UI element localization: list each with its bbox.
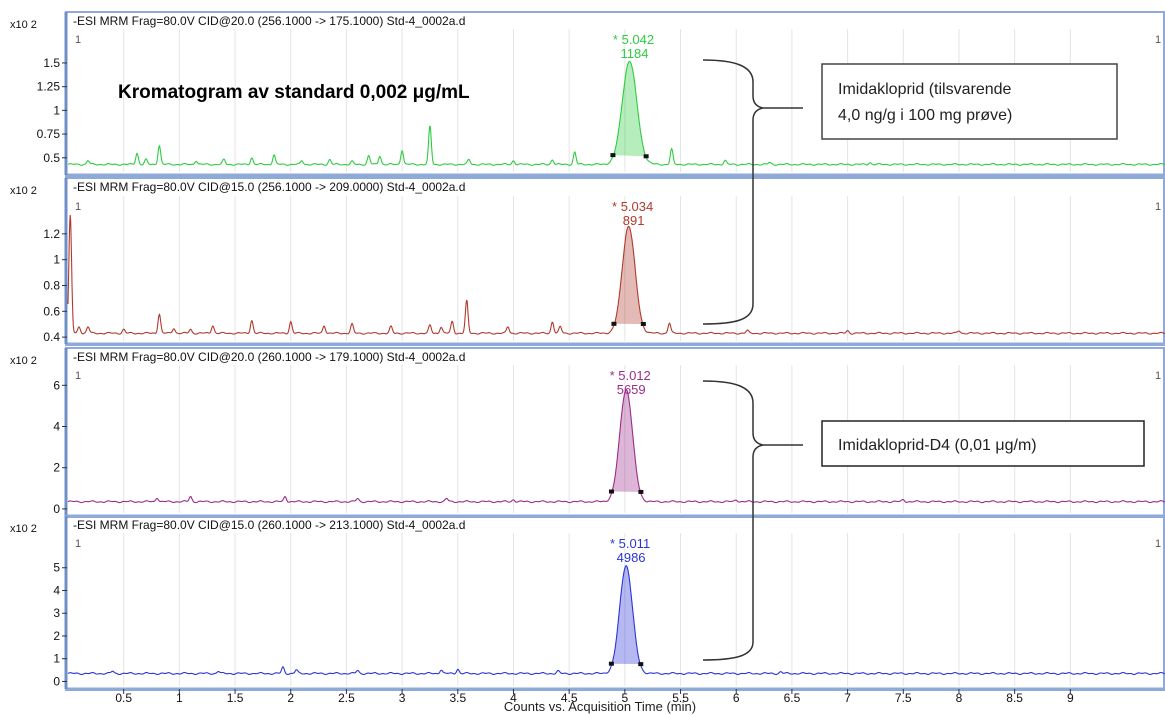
panel-3-peak-area-label: 5659 bbox=[617, 382, 646, 397]
panel-1-corner-right: 1 bbox=[1155, 34, 1161, 46]
panel-2-peak-area bbox=[614, 226, 643, 324]
x-tick-label: 4 bbox=[510, 691, 517, 705]
panel-3-corner-right: 1 bbox=[1155, 370, 1161, 382]
panel-2-peak-area-label: 891 bbox=[623, 213, 645, 228]
imidakloprid-d4-label: Imidakloprid-D4 (0,01 μg/m) bbox=[838, 437, 1037, 454]
x-tick-label: 8.5 bbox=[1006, 691, 1023, 705]
y-tick-label: 0 bbox=[53, 502, 60, 516]
panel-3-peak-area bbox=[612, 389, 641, 492]
chromatogram-panels: -ESI MRM Frag=80.0V CID@20.0 (256.1000 -… bbox=[10, 11, 1165, 691]
x-tick-label: 5.5 bbox=[672, 691, 689, 705]
x-tick-label: 3.5 bbox=[449, 691, 466, 705]
y-tick-label: 0 bbox=[53, 674, 60, 688]
panel-4-peak-area-label: 4986 bbox=[617, 550, 646, 565]
x-tick-label: 2 bbox=[287, 691, 294, 705]
panel-1-peak-rt-label: * 5.042 bbox=[613, 32, 654, 47]
integration-end-marker bbox=[643, 154, 649, 159]
x-tick-label: 9 bbox=[1067, 691, 1074, 705]
y-tick-label: 1 bbox=[53, 253, 60, 267]
panel-4-scale-label: x10 2 bbox=[10, 523, 37, 535]
integration-start-marker bbox=[610, 153, 616, 158]
integration-start-marker bbox=[608, 661, 614, 666]
y-tick-label: 1 bbox=[53, 103, 60, 117]
x-tick-label: 7.5 bbox=[895, 691, 912, 705]
x-tick-label: 6 bbox=[733, 691, 740, 705]
panel-2-corner-left: 1 bbox=[75, 201, 81, 213]
panel-3-scale-label: x10 2 bbox=[10, 355, 37, 367]
y-tick-label: 6 bbox=[53, 378, 60, 392]
panel-2-trace bbox=[67, 214, 1165, 335]
y-tick-label: 2 bbox=[53, 461, 60, 475]
y-tick-label: 0.75 bbox=[37, 127, 61, 141]
y-tick-label: 0.4 bbox=[43, 330, 60, 344]
x-tick-label: 8 bbox=[956, 691, 963, 705]
chromatogram-panel: -ESI MRM Frag=80.0V CID@20.0 (256.1000 -… bbox=[10, 11, 1165, 177]
bracket-imidakloprid-d4 bbox=[702, 380, 764, 661]
y-tick-label: 4 bbox=[53, 419, 60, 433]
chart-title: Kromatogram av standard 0,002 μg/mL bbox=[118, 82, 470, 103]
imidakloprid-label-line1: Imidakloprid (tilsvarende bbox=[838, 81, 1012, 98]
panel-2-peak-rt-label: * 5.034 bbox=[612, 199, 653, 214]
y-tick-label: 1 bbox=[53, 652, 60, 666]
integration-start-marker bbox=[611, 321, 617, 326]
panel-1-peak-area-label: 1184 bbox=[621, 46, 649, 61]
y-tick-label: 5 bbox=[53, 561, 60, 575]
x-tick-label: 4.5 bbox=[561, 691, 578, 705]
x-axis: 0.5 1 1.5 2 2.5 3 3.5 4 4.5 5 5.5 6 6.5 7 7.5 8 8.5 9 bbox=[115, 689, 1074, 705]
panel-4-corner-right: 1 bbox=[1155, 538, 1161, 550]
panel-3-header: -ESI MRM Frag=80.0V CID@20.0 (260.1000 -… bbox=[73, 350, 465, 364]
panel-1-header: -ESI MRM Frag=80.0V CID@20.0 (256.1000 -… bbox=[73, 14, 465, 28]
panel-1-scale-label: x10 2 bbox=[10, 19, 37, 31]
x-axis-label: Counts vs. Acquisition Time (min) bbox=[504, 699, 696, 714]
panel-4-header: -ESI MRM Frag=80.0V CID@15.0 (260.1000 -… bbox=[73, 518, 465, 532]
x-tick-label: 5 bbox=[622, 691, 629, 705]
integration-start-marker bbox=[608, 489, 614, 494]
y-tick-label: 4 bbox=[53, 583, 60, 597]
y-tick-label: 1.2 bbox=[43, 227, 60, 241]
y-tick-label: 1.5 bbox=[43, 56, 60, 70]
x-tick-label: 2.5 bbox=[338, 691, 355, 705]
panel-1-peak-area bbox=[613, 61, 646, 157]
x-tick-label: 1 bbox=[176, 691, 183, 705]
panel-2-corner-right: 1 bbox=[1155, 201, 1161, 213]
y-tick-label: 0.6 bbox=[43, 304, 60, 318]
panel-3-trace bbox=[67, 388, 1165, 504]
x-tick-label: 6.5 bbox=[784, 691, 801, 705]
panel-4-peak-area bbox=[611, 565, 641, 665]
integration-end-marker bbox=[638, 662, 644, 667]
panel-1-corner-left: 1 bbox=[75, 34, 81, 46]
chromatogram-panel: -ESI MRM Frag=80.0V CID@15.0 (256.1000 -… bbox=[10, 177, 1165, 346]
x-tick-label: 7 bbox=[844, 691, 851, 705]
bracket-imidakloprid bbox=[702, 59, 764, 325]
y-tick-label: 2 bbox=[53, 629, 60, 643]
panel-1-trace bbox=[67, 60, 1165, 166]
y-tick-label: 0.5 bbox=[43, 151, 60, 165]
y-tick-label: 3 bbox=[53, 606, 60, 620]
integration-end-marker bbox=[640, 321, 646, 326]
imidakloprid-annotation-box bbox=[821, 63, 1118, 140]
y-tick-label: 1.25 bbox=[37, 80, 61, 94]
panel-4-corner-left: 1 bbox=[75, 538, 81, 550]
panel-4-peak-rt-label: * 5.011 bbox=[610, 536, 650, 551]
panel-3-peak-rt-label: * 5.012 bbox=[610, 368, 651, 383]
panel-3-corner-left: 1 bbox=[75, 370, 81, 382]
x-tick-label: 3 bbox=[399, 691, 406, 705]
integration-end-marker bbox=[638, 489, 644, 494]
panel-4-trace bbox=[67, 565, 1165, 676]
chromatogram-panel: -ESI MRM Frag=80.0V CID@15.0 (260.1000 -… bbox=[10, 515, 1165, 691]
imidakloprid-label-line2: 4,0 ng/g i 100 mg prøve) bbox=[838, 107, 1012, 124]
imidakloprid-d4-annotation-box bbox=[821, 420, 1145, 467]
x-tick-label: 0.5 bbox=[115, 691, 132, 705]
y-tick-label: 0.8 bbox=[43, 278, 60, 292]
panel-2-scale-label: x10 2 bbox=[10, 185, 37, 197]
x-tick-label: 1.5 bbox=[227, 691, 244, 705]
panel-2-header: -ESI MRM Frag=80.0V CID@15.0 (256.1000 -… bbox=[73, 180, 465, 194]
